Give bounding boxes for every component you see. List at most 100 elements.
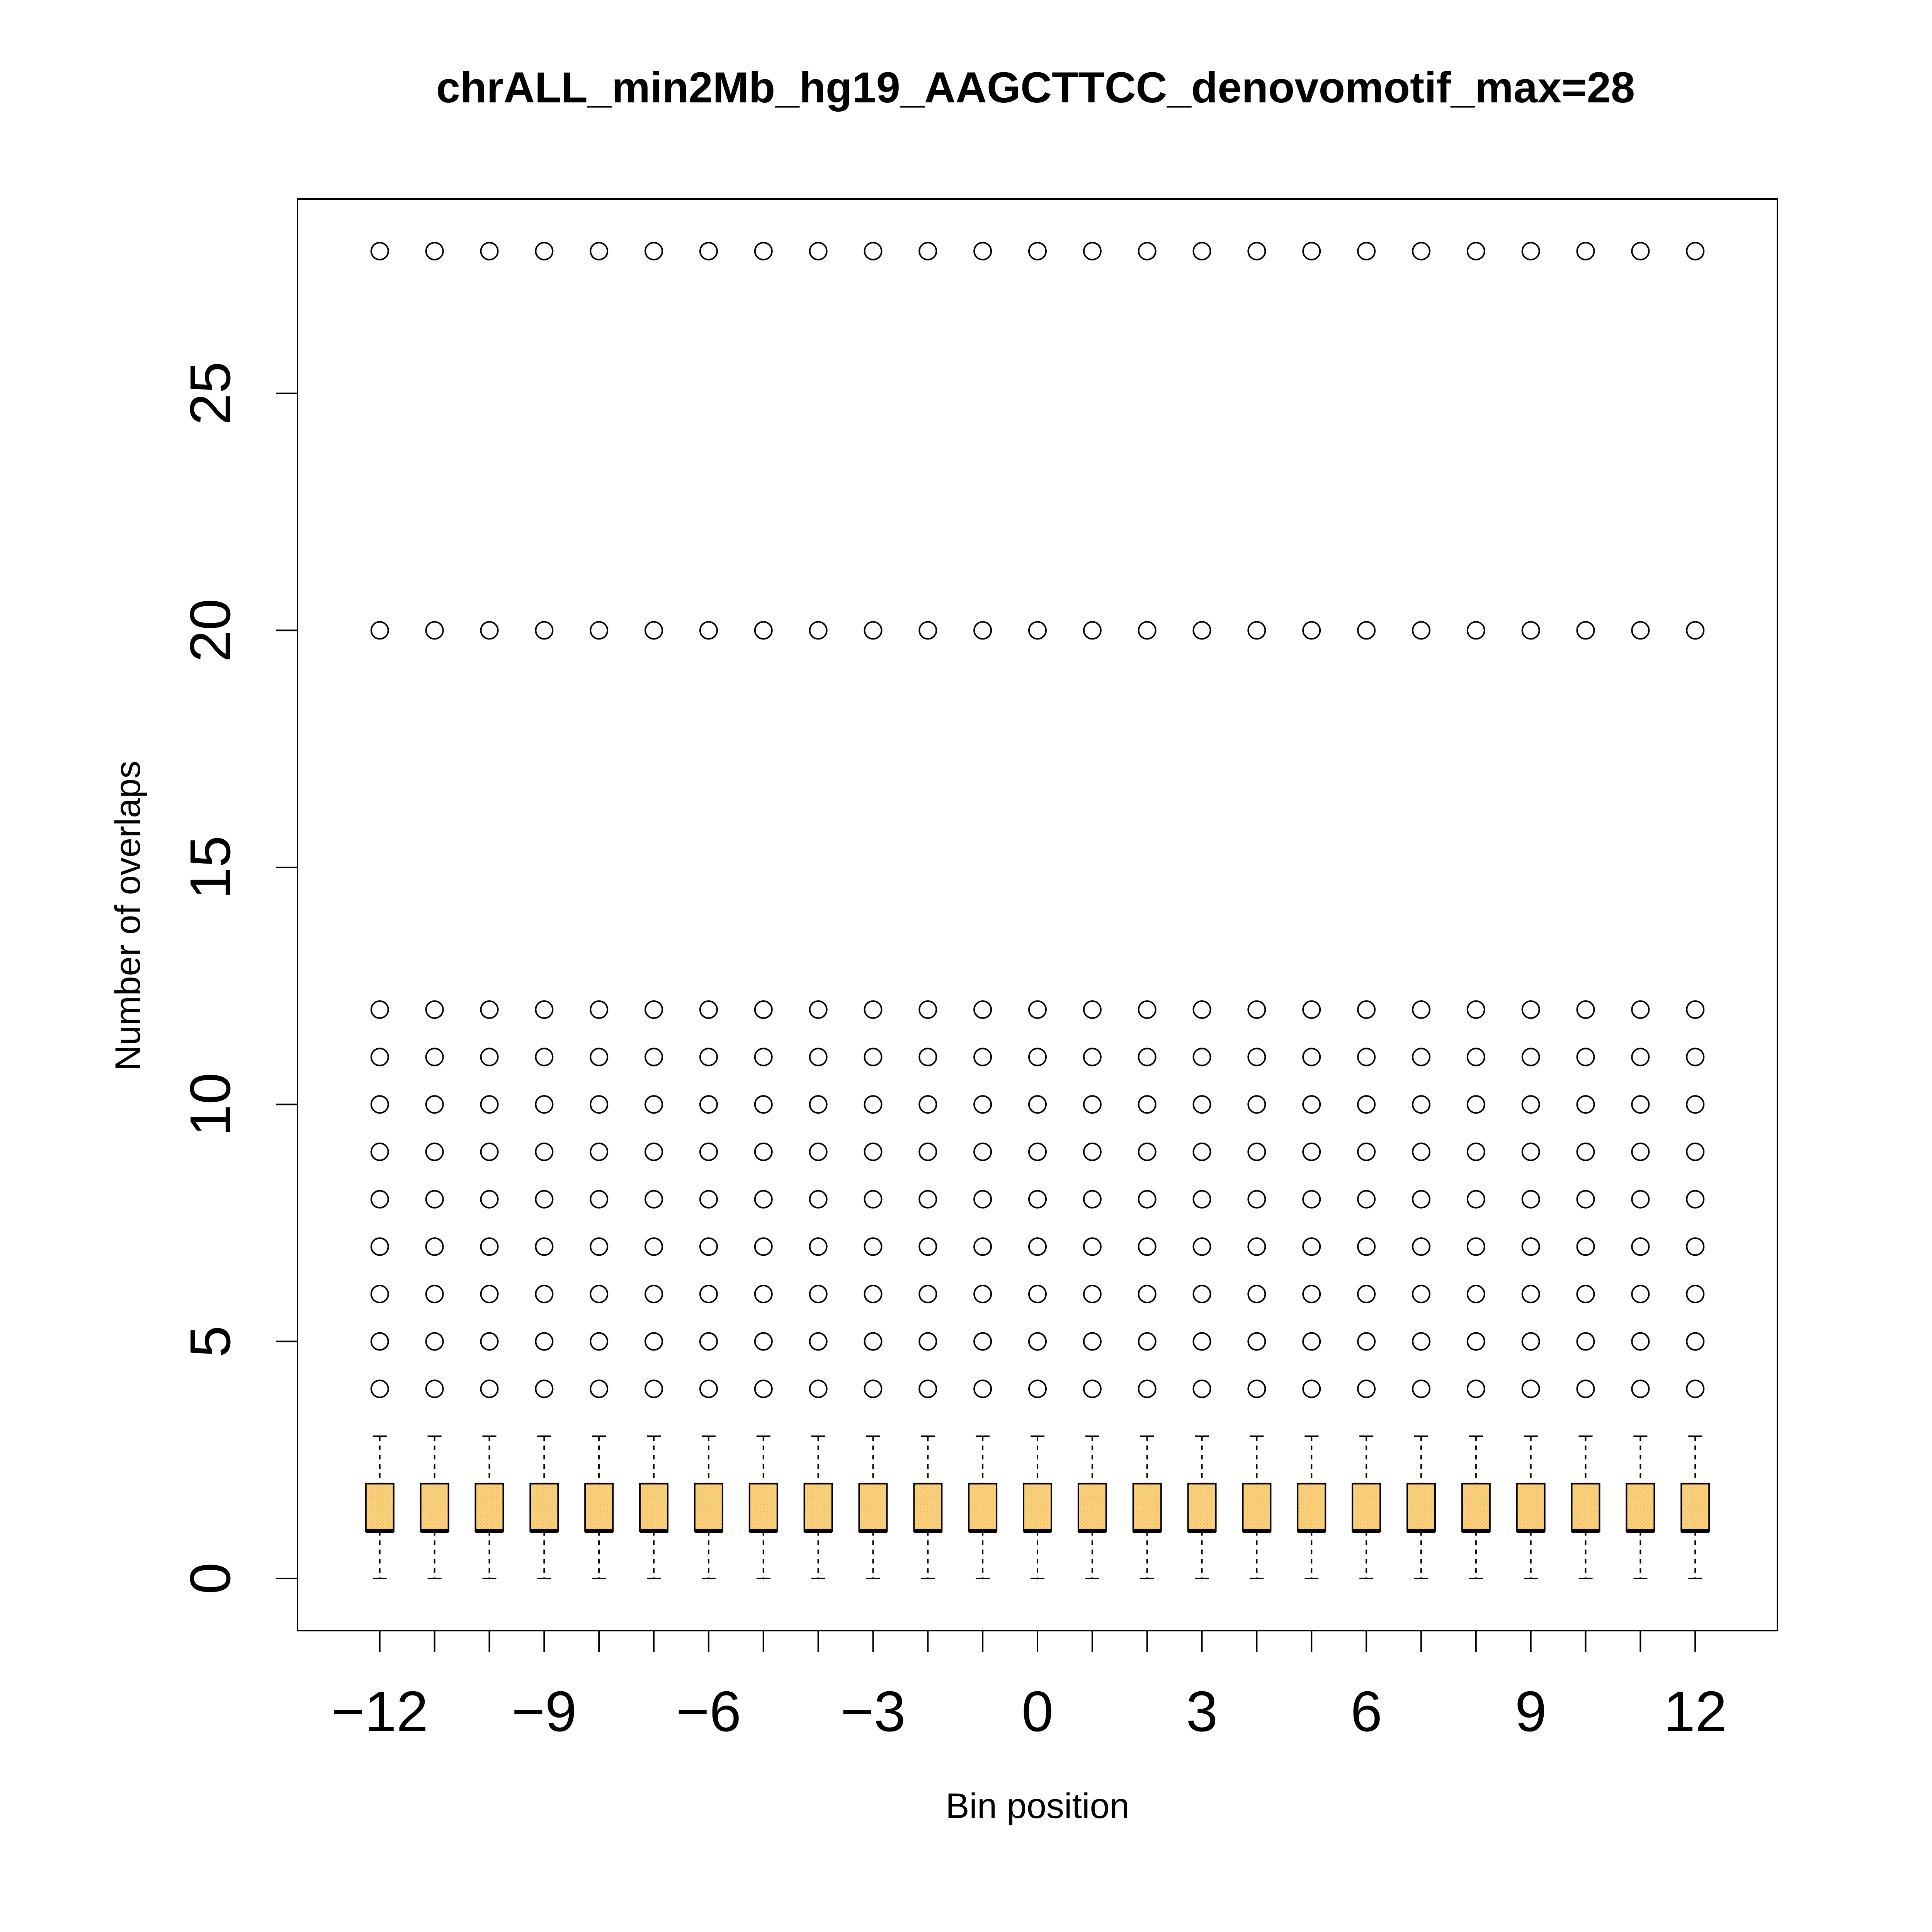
outlier-point	[1357, 1000, 1376, 1019]
outlier-point	[1412, 1332, 1430, 1351]
outlier-point	[535, 1237, 554, 1256]
outlier-point	[754, 1095, 773, 1114]
outlier-point	[864, 1284, 883, 1303]
outlier-point	[809, 1237, 828, 1256]
outlier-point	[699, 1142, 718, 1161]
outlier-point	[1576, 621, 1595, 640]
outlier-point	[864, 1237, 883, 1256]
outlier-point	[1302, 621, 1321, 640]
outlier-point	[1028, 1000, 1047, 1019]
y-tick-label: 15	[179, 836, 242, 900]
outlier-point	[1521, 1095, 1540, 1114]
y-tick-label: 25	[179, 362, 242, 425]
outlier-point	[1576, 1000, 1595, 1019]
outlier-point	[1247, 1237, 1266, 1256]
outlier-point	[809, 1048, 828, 1066]
outlier-point	[918, 242, 937, 260]
plot-frame	[297, 198, 1778, 1631]
outlier-point	[480, 1142, 499, 1161]
outlier-point	[864, 1332, 883, 1351]
outlier-point	[1686, 1379, 1705, 1398]
outlier-point	[425, 1000, 444, 1019]
x-tick-label: −9	[512, 1680, 577, 1743]
outlier-point	[1521, 1379, 1540, 1398]
outlier-point	[425, 621, 444, 640]
outlier-point	[864, 1000, 883, 1019]
outlier-point	[1083, 1095, 1102, 1114]
outlier-point	[1302, 1332, 1321, 1351]
outlier-point	[1028, 1332, 1047, 1351]
outlier-point	[754, 1190, 773, 1209]
outlier-point	[1412, 621, 1430, 640]
outlier-point	[1138, 1142, 1156, 1161]
box-0	[1023, 1435, 1052, 1580]
box-7	[1406, 1435, 1436, 1580]
outlier-point	[809, 1095, 828, 1114]
outlier-point	[1576, 1142, 1595, 1161]
outlier-point	[480, 1237, 499, 1256]
outlier-point	[1028, 1095, 1047, 1114]
outlier-point	[370, 1284, 389, 1303]
outlier-point	[864, 1190, 883, 1209]
outlier-point	[1083, 1048, 1102, 1066]
box-iqr	[529, 1483, 559, 1532]
box-3	[1187, 1435, 1217, 1580]
outlier-point	[645, 1284, 663, 1303]
outlier-point	[1302, 1095, 1321, 1114]
outlier-point	[1686, 1095, 1705, 1114]
outlier-point	[1466, 1000, 1485, 1019]
outlier-point	[370, 1332, 389, 1351]
outlier-point	[809, 1190, 828, 1209]
outlier-point	[1521, 242, 1540, 260]
outlier-point	[645, 1237, 663, 1256]
outlier-point	[699, 1190, 718, 1209]
outlier-point	[1302, 1379, 1321, 1398]
outlier-point	[864, 1142, 883, 1161]
outlier-point	[535, 1284, 554, 1303]
outlier-point	[1247, 1048, 1266, 1066]
box-iqr	[420, 1483, 449, 1532]
outlier-point	[1631, 1095, 1650, 1114]
outlier-point	[1028, 1190, 1047, 1209]
outlier-point	[1686, 1284, 1705, 1303]
outlier-point	[1083, 242, 1102, 260]
box-12	[1680, 1435, 1710, 1580]
outlier-point	[1576, 1048, 1595, 1066]
x-tick-label: 6	[1350, 1680, 1382, 1743]
outlier-point	[1138, 1332, 1156, 1351]
outlier-point	[1192, 242, 1211, 260]
outlier-point	[699, 1000, 718, 1019]
x-axis: −12 −9 −6 −3 0 3 6 9 12	[331, 1630, 1727, 1743]
outlier-point	[1686, 1190, 1705, 1209]
box-10	[1571, 1435, 1600, 1580]
box-9	[1516, 1435, 1546, 1580]
outlier-point	[1521, 1332, 1540, 1351]
box-iqr	[365, 1483, 395, 1532]
outlier-point	[370, 1190, 389, 1209]
outlier-point	[918, 1379, 937, 1398]
outlier-point	[973, 1048, 992, 1066]
y-axis-label: Number of overlaps	[108, 761, 148, 1071]
outlier-point	[918, 1095, 937, 1114]
outlier-point	[1466, 621, 1485, 640]
outlier-point	[754, 242, 773, 260]
outlier-point	[1247, 621, 1266, 640]
outlier-point	[918, 1048, 937, 1066]
outlier-point	[864, 1379, 883, 1398]
outlier-point	[590, 1142, 609, 1161]
outlier-point	[535, 1095, 554, 1114]
outlier-point	[1357, 1284, 1376, 1303]
outlier-point	[973, 1190, 992, 1209]
outlier-point	[480, 1048, 499, 1066]
outlier-point	[370, 1095, 389, 1114]
x-axis-label: Bin position	[946, 1786, 1129, 1826]
outlier-point	[1686, 1332, 1705, 1351]
outlier-point	[1466, 1048, 1485, 1066]
outlier-point	[1521, 621, 1540, 640]
box-5	[1297, 1435, 1327, 1580]
outlier-point	[1631, 1284, 1650, 1303]
outlier-point	[645, 1142, 663, 1161]
outlier-point	[1357, 1379, 1376, 1398]
outlier-point	[425, 1284, 444, 1303]
outlier-point	[1247, 1095, 1266, 1114]
